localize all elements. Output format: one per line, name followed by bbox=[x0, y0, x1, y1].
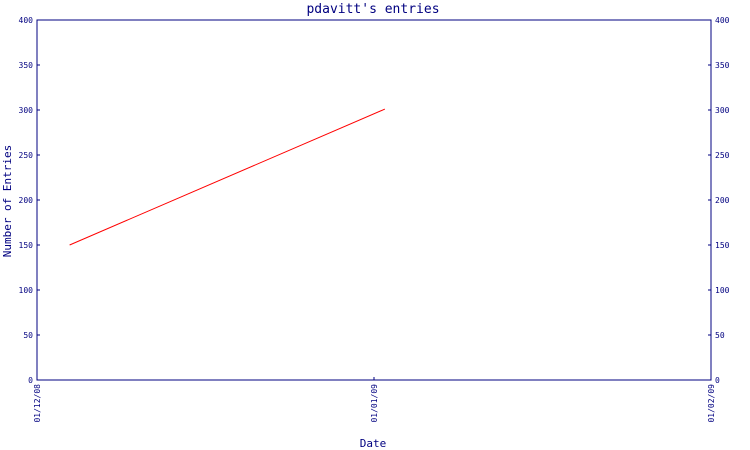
x-tick-label: 01/01/09 bbox=[370, 384, 379, 423]
y-tick-label-right: 400 bbox=[715, 16, 730, 25]
y-axis-label: Number of Entries bbox=[1, 145, 14, 258]
x-axis-label: Date bbox=[360, 437, 387, 450]
y-tick-label-right: 200 bbox=[715, 196, 730, 205]
y-tick-label-right: 50 bbox=[715, 331, 725, 340]
chart-title: pdavitt's entries bbox=[306, 2, 439, 17]
y-tick-label-left: 400 bbox=[19, 16, 34, 25]
y-tick-label-left: 350 bbox=[19, 61, 34, 70]
y-tick-label-left: 100 bbox=[19, 286, 34, 295]
y-tick-label-right: 0 bbox=[715, 376, 720, 385]
y-tick-label-left: 250 bbox=[19, 151, 34, 160]
y-tick-label-left: 0 bbox=[28, 376, 33, 385]
y-tick-label-right: 100 bbox=[715, 286, 730, 295]
series-line bbox=[69, 108, 386, 246]
x-tick-label: 01/02/09 bbox=[707, 384, 716, 423]
y-tick-label-right: 250 bbox=[715, 151, 730, 160]
y-tick-label-left: 300 bbox=[19, 106, 34, 115]
y-tick-label-right: 350 bbox=[715, 61, 730, 70]
y-tick-label-left: 150 bbox=[19, 241, 34, 250]
y-tick-label-left: 200 bbox=[19, 196, 34, 205]
plot-frame bbox=[36, 19, 712, 381]
y-tick-label-left: 50 bbox=[23, 331, 33, 340]
x-tick-label: 01/12/08 bbox=[33, 384, 42, 423]
y-tick-label-right: 300 bbox=[715, 106, 730, 115]
y-tick-label-right: 150 bbox=[715, 241, 730, 250]
